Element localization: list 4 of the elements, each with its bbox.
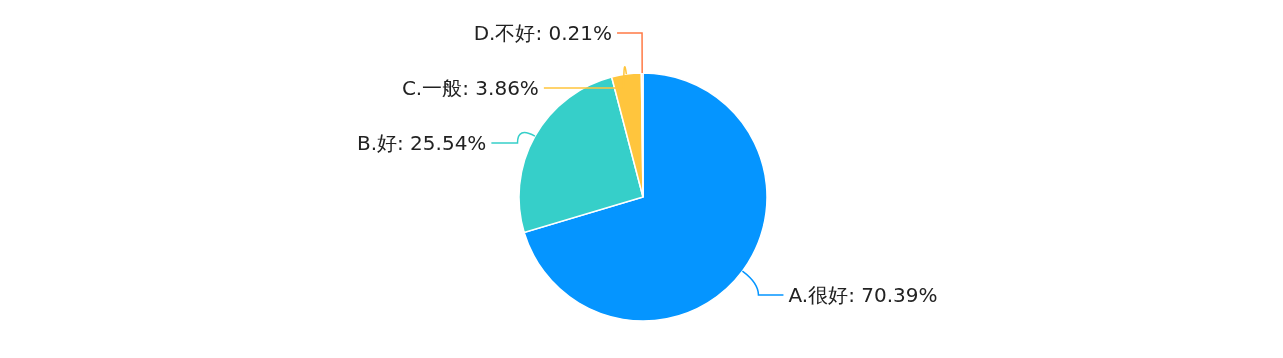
slice-label: A.很好: 70.39% <box>788 283 938 308</box>
slice-label: C.一般: 3.86% <box>401 76 539 100</box>
slice-label: D.不好: 0.21% <box>473 21 613 45</box>
slice-label: B.好: 25.54% <box>356 131 487 155</box>
